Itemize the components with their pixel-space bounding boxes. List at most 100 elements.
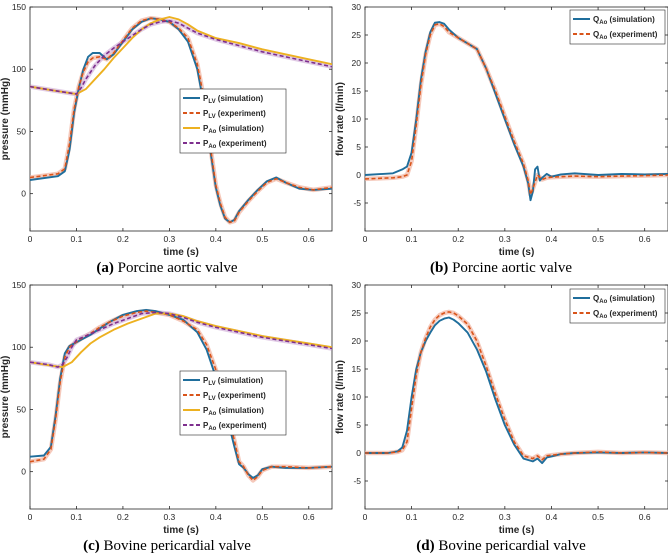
y-tick-label: -5 [353, 198, 361, 208]
series-line [30, 19, 332, 95]
legend-label: PLV (simulation) [203, 94, 263, 105]
series-group [365, 21, 668, 202]
x-axis-label: time (s) [163, 525, 199, 536]
caption-c-tag: (c) [83, 538, 100, 554]
legend-label: PLV (simulation) [203, 376, 263, 387]
y-tick-label: 0 [356, 448, 361, 458]
series-line [30, 310, 332, 482]
y-tick-label: 50 [17, 126, 27, 136]
series-group [30, 15, 332, 225]
legend-label: QAo (experiment) [593, 309, 658, 320]
y-tick-label: 30 [352, 2, 362, 12]
legend-label: PLV (experiment) [203, 391, 266, 402]
chart-d: 0 0.1 0.2 0.3 0.4 0.5 0.6 -5 0 5 10 15 20 25 30 time (s… [335, 280, 668, 536]
x-tick-label: 0.5 [256, 512, 268, 522]
x-tick-label: 0.4 [210, 512, 222, 522]
legend: PLV (simulation) PLV (experiment) PAo (sim… [179, 370, 287, 436]
series-group [30, 308, 332, 483]
x-tick-label: 0.6 [303, 234, 315, 244]
x-tick-label: 0.2 [117, 512, 129, 522]
x-tick-label: 0.2 [117, 234, 129, 244]
y-tick-label: -5 [353, 476, 361, 486]
x-tick-label: 0.4 [546, 512, 558, 522]
y-axis-label: flow rate (l/min) [335, 360, 346, 434]
y-tick-label: 20 [352, 336, 362, 346]
legend-box [569, 9, 666, 45]
x-axis-label: time (s) [163, 247, 199, 258]
x-tick-label: 0.5 [592, 512, 604, 522]
legend-label: PAo (simulation) [203, 406, 264, 417]
x-tick-label: 0.4 [210, 234, 222, 244]
x-tick-label: 0.3 [499, 234, 511, 244]
x-tick-label: 0 [363, 234, 368, 244]
x-tick-label: 0.5 [592, 234, 604, 244]
caption-d-tag: (d) [416, 538, 435, 554]
y-tick-label: 5 [356, 420, 361, 430]
x-tick-label: 0.5 [256, 234, 268, 244]
x-tick-label: 0.2 [452, 234, 464, 244]
series-group [365, 309, 668, 465]
x-tick-label: 0 [28, 512, 33, 522]
series-line [365, 311, 668, 461]
y-tick-label: 10 [352, 392, 362, 402]
caption-c-text: Bovine pericardial valve [103, 538, 251, 554]
caption-b-tag: (b) [429, 260, 449, 276]
x-tick-label: 0.2 [452, 512, 464, 522]
caption-d: (d) Bovine pericardial valve [334, 538, 668, 555]
caption-a-text: Porcine aortic valve [117, 260, 238, 276]
legend-box [569, 288, 666, 324]
x-tick-label: 0.3 [499, 512, 511, 522]
y-tick-label: 100 [12, 64, 26, 74]
x-tick-label: 0.1 [406, 512, 418, 522]
legend-label: QAo (experiment) [593, 30, 658, 41]
x-tick-label: 0.6 [639, 512, 651, 522]
caption-b-text: Porcine aortic valve [452, 260, 573, 276]
legend-label: PAo (experiment) [203, 421, 267, 432]
y-axis-label: pressure (mmHg) [0, 78, 11, 161]
y-tick-label: 50 [17, 404, 27, 414]
series-line [30, 17, 332, 224]
series-line [30, 311, 332, 368]
series-line [30, 16, 332, 96]
chart-c: 0 0.1 0.2 0.3 0.4 0.5 0.6 0 50 100 150 time (s) pres… [0, 280, 333, 536]
legend-label: QAo (simulation) [593, 15, 655, 26]
y-tick-label: 0 [21, 189, 26, 199]
caption-a: (a) Porcine aortic valve [0, 260, 334, 277]
x-tick-label: 0.3 [163, 234, 175, 244]
caption-a-tag: (a) [96, 260, 114, 276]
series-line [365, 22, 668, 196]
x-axis-label: time (s) [499, 247, 535, 258]
y-tick-label: 15 [352, 364, 362, 374]
x-tick-label: 0 [28, 234, 33, 244]
x-tick-label: 0.6 [303, 512, 315, 522]
y-tick-label: 25 [352, 308, 362, 318]
y-tick-label: 20 [352, 58, 362, 68]
x-tick-label: 0.1 [406, 234, 418, 244]
y-tick-label: 150 [12, 2, 26, 12]
caption-b: (b) Porcine aortic valve [334, 260, 668, 277]
legend-label: PAo (simulation) [203, 124, 264, 135]
caption-c: (c) Bovine pericardial valve [0, 538, 334, 555]
x-tick-label: 0.6 [639, 234, 651, 244]
x-tick-label: 0.3 [163, 512, 175, 522]
legend: PLV (simulation) PLV (experiment) PAo (sim… [179, 88, 287, 154]
x-tick-label: 0 [363, 512, 368, 522]
legend: QAo (simulation) QAo (experiment) [569, 288, 666, 324]
x-axis-label: time (s) [499, 525, 535, 536]
y-tick-label: 10 [352, 114, 362, 124]
legend-label: PLV (experiment) [203, 109, 266, 120]
y-tick-label: 15 [352, 86, 362, 96]
y-axis-label: flow rate (l/min) [335, 82, 346, 156]
series-line [30, 17, 332, 224]
legend: QAo (simulation) QAo (experiment) [569, 9, 666, 45]
y-tick-label: 150 [12, 280, 26, 290]
caption-d-text: Bovine pericardial valve [438, 538, 586, 554]
y-tick-label: 100 [12, 342, 26, 352]
x-tick-label: 0.4 [546, 234, 558, 244]
x-tick-label: 0.1 [71, 234, 83, 244]
series-line [30, 312, 332, 369]
x-tick-label: 0.1 [71, 512, 83, 522]
y-tick-label: 30 [352, 280, 362, 290]
legend-label: QAo (simulation) [593, 294, 655, 305]
